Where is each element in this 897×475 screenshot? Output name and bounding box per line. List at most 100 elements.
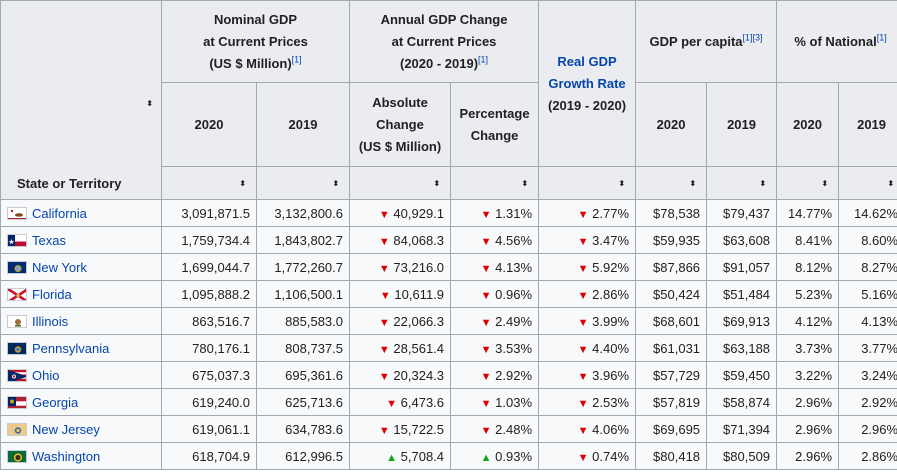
decrease-arrow-icon: ▼ [577,235,589,248]
state-cell: Washington [0,442,162,470]
sort-icon[interactable]: ⬍ [521,179,529,188]
sort-national-2020[interactable]: ⬍ [776,166,840,200]
sort-absolute-change[interactable]: ⬍ [349,166,452,200]
decrease-arrow-icon: ▼ [480,370,492,383]
sort-icon[interactable]: ⬍ [146,99,153,108]
table-row: California 3,091,871.5 3,132,800.6 ▼ 40,929… [0,199,897,227]
state-link[interactable]: California [32,205,87,221]
decrease-arrow-icon: ▼ [577,397,589,410]
sort-icon[interactable]: ⬍ [618,179,626,188]
absolute-change-cell: ▼ 84,068.3 [349,226,452,254]
table-row: New York 1,699,044.7 1,772,260.7 ▼ 73,216.0… [0,253,897,281]
pct-national-header: % of National[1] [776,0,897,83]
national-2019-cell: 2.86% [838,442,897,470]
percentage-change-value: 0.93% [495,448,533,464]
percentage-change-cell: ▼ 2.49% [450,307,540,335]
sort-icon[interactable]: ⬍ [239,179,246,188]
table-row: Ohio 675,037.3 695,361.6 ▼ 20,324.3 ▼ 2.92% ▼… [0,361,897,389]
percentage-change-cell: ▼ 1.31% [450,199,540,227]
state-cell: New Jersey [0,415,162,443]
national-2019-cell: 4.13% [838,307,897,335]
reference-link[interactable]: [1][3] [742,32,763,43]
nominal-2019-cell: 625,713.6 [255,388,351,416]
per-capita-2019-cell: $71,394 [706,415,778,443]
state-cell: Illinois [0,307,162,335]
percentage-change-value: 2.49% [495,313,533,329]
decrease-arrow-icon: ▼ [577,208,589,221]
state-link[interactable]: Ohio [32,367,60,383]
sort-nominal-2020[interactable]: ⬍ [161,166,257,200]
sort-real-growth[interactable]: ⬍ [538,166,637,200]
pctc-line1: Percentage [459,105,530,121]
absolute-change-cell: ▼ 22,066.3 [349,307,452,335]
state-cell: Ohio [0,361,162,389]
table-row: Illinois 863,516.7 885,583.0 ▼ 22,066.3 ▼ 2.… [0,307,897,335]
annual-gdp-change-header: Annual GDP Change at Current Prices (202… [349,0,540,83]
state-column-header[interactable]: ⬍ State or Territory [0,0,162,200]
reference-link[interactable]: [1] [876,32,887,43]
state-link[interactable]: Texas [32,232,66,248]
state-link[interactable]: Florida [32,286,72,302]
pennsylvania-flag-icon [7,341,27,355]
sort-per-capita-2020[interactable]: ⬍ [635,166,708,200]
state-link[interactable]: Washington [32,448,101,464]
table-body: California 3,091,871.5 3,132,800.6 ▼ 40,929… [0,199,897,470]
sort-icon[interactable]: ⬍ [433,179,441,188]
nominal-2019-cell: 1,843,802.7 [255,226,351,254]
percentage-change-cell: ▼ 0.96% [450,280,540,308]
sort-national-2019[interactable]: ⬍ [838,166,897,200]
nominal-2020-cell: 675,037.3 [161,361,257,389]
absolute-change-cell: ▼ 28,561.4 [349,334,452,362]
state-link[interactable]: Illinois [32,313,69,329]
table-row: Georgia 619,240.0 625,713.6 ▼ 6,473.6 ▼ 1.03… [0,388,897,416]
abs-line3: (US $ Million) [358,138,442,154]
percentage-change-cell: ▼ 4.13% [450,253,540,281]
percentage-change-value: 4.56% [495,232,533,248]
absolute-change-header: Absolute Change (US $ Million) [349,82,452,167]
reference-link[interactable]: [1] [478,54,489,65]
florida-flag-icon [7,287,27,301]
sort-nominal-2019[interactable]: ⬍ [255,166,351,200]
per-capita-2020-cell: $57,819 [635,388,708,416]
annual-line3: (2020 - 2019) [399,55,479,71]
state-link[interactable]: Pennsylvania [32,340,110,356]
nominal-2020-cell: 3,091,871.5 [161,199,257,227]
illinois-flag-icon [7,314,27,328]
national-2020-cell: 5.23% [776,280,840,308]
nominal-2019-cell: 885,583.0 [255,307,351,335]
real-line3: (2019 - 2020) [548,97,627,113]
real-growth-value: 5.92% [592,259,630,275]
sort-icon[interactable]: ⬍ [332,179,340,188]
state-link[interactable]: Georgia [32,394,79,410]
decrease-arrow-icon: ▼ [480,424,492,437]
nominal-2020-cell: 780,176.1 [161,334,257,362]
nominal-2020-cell: 619,240.0 [161,388,257,416]
sort-percentage-change[interactable]: ⬍ [450,166,540,200]
sort-per-capita-2019[interactable]: ⬍ [706,166,778,200]
sort-icon[interactable]: ⬍ [689,179,697,188]
percentage-change-value: 2.48% [495,421,533,437]
national-2019-cell: 5.16% [838,280,897,308]
reference-link[interactable]: [1] [291,54,302,65]
percentage-change-cell: ▼ 1.03% [450,388,540,416]
state-link[interactable]: New Jersey [32,421,100,437]
real-gdp-link[interactable]: Real GDP Growth Rate [548,54,625,91]
per-capita-2019-cell: $63,188 [706,334,778,362]
absolute-change-cell: ▼ 10,611.9 [349,280,452,308]
per-capita-2019-cell: $91,057 [706,253,778,281]
nominal-2019-cell: 695,361.6 [255,361,351,389]
sort-icon[interactable]: ⬍ [887,179,895,188]
georgia-flag-icon [7,395,27,409]
abs-line1: Absolute [372,94,428,110]
absolute-change-value: 5,708.4 [400,448,445,464]
real-line2: Growth Rate [548,75,626,91]
sort-icon[interactable]: ⬍ [821,179,829,188]
real-growth-value: 4.40% [592,340,630,356]
sort-icon[interactable]: ⬍ [759,179,767,188]
real-growth-cell: ▼ 0.74% [538,442,637,470]
state-link[interactable]: New York [32,259,87,275]
per-capita-2020-cell: $50,424 [635,280,708,308]
nominal-2020-cell: 1,699,044.7 [161,253,257,281]
percentage-change-cell: ▼ 4.56% [450,226,540,254]
national-2019-cell: 3.77% [838,334,897,362]
